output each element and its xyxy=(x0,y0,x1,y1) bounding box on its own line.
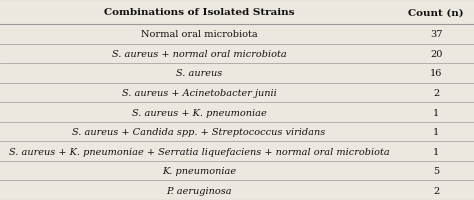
Text: 16: 16 xyxy=(430,69,442,78)
Text: 2: 2 xyxy=(433,89,439,98)
Text: K. pneumoniae: K. pneumoniae xyxy=(162,166,236,175)
Text: S. aureus + Acinetobacter junii: S. aureus + Acinetobacter junii xyxy=(122,89,276,98)
Text: Combinations of Isolated Strains: Combinations of Isolated Strains xyxy=(104,8,294,17)
Text: 5: 5 xyxy=(433,166,439,175)
Text: 37: 37 xyxy=(430,30,442,39)
Text: S. aureus: S. aureus xyxy=(176,69,222,78)
Text: 1: 1 xyxy=(433,127,439,136)
Text: Normal oral microbiota: Normal oral microbiota xyxy=(141,30,257,39)
Text: 2: 2 xyxy=(433,186,439,195)
Text: 1: 1 xyxy=(433,147,439,156)
Text: S. aureus + Candida spp. + Streptococcus viridans: S. aureus + Candida spp. + Streptococcus… xyxy=(73,127,326,136)
Text: Count (n): Count (n) xyxy=(408,8,464,17)
Text: S. aureus + K. pneumoniae: S. aureus + K. pneumoniae xyxy=(132,108,266,117)
Text: S. aureus + normal oral microbiota: S. aureus + normal oral microbiota xyxy=(112,50,286,59)
Text: S. aureus + K. pneumoniae + Serratia liquefaciens + normal oral microbiota: S. aureus + K. pneumoniae + Serratia liq… xyxy=(9,147,390,156)
Text: 1: 1 xyxy=(433,108,439,117)
Text: 20: 20 xyxy=(430,50,442,59)
Text: P. aeruginosa: P. aeruginosa xyxy=(166,186,232,195)
